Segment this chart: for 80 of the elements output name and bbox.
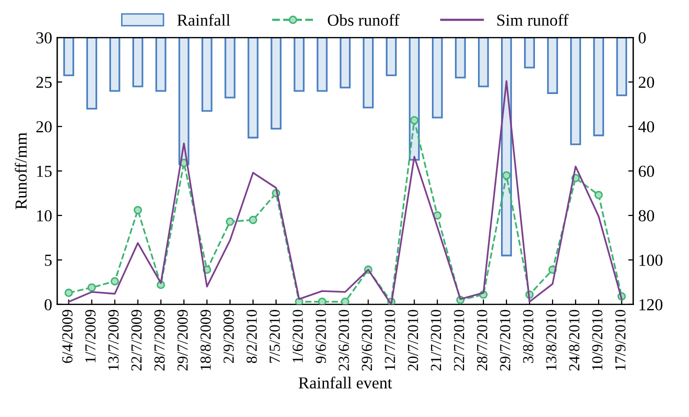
x-tick-label: 12/7/2010 (384, 310, 396, 370)
x-tick-label: 21/7/2010 (430, 310, 442, 371)
bar (432, 38, 443, 118)
bar (362, 38, 374, 108)
x-tick-label: 10/9/2010 (592, 310, 602, 370)
bar (570, 38, 582, 146)
x-tick-label: 24/8/2010 (569, 310, 580, 371)
point (110, 277, 119, 286)
bar (316, 38, 328, 92)
x-tick-label: 13/7/2009 (108, 310, 119, 370)
x-tick-label: 23/6/2010 (338, 310, 350, 371)
y-tick-label: 25 (36, 76, 52, 88)
bar (616, 38, 628, 96)
bar (178, 38, 190, 166)
x-tick-label: 22/7/2009 (131, 310, 142, 371)
legend-label: Sim runoff (497, 14, 569, 26)
x-tick-label: 9/6/2010 (316, 310, 326, 364)
bar (478, 38, 489, 88)
y-tick-label: 5 (44, 254, 52, 266)
x-tick-label: 18/8/2009 (200, 310, 211, 370)
bar (63, 38, 74, 76)
point (88, 283, 96, 292)
bar (86, 38, 98, 110)
bar (132, 38, 144, 88)
x-tick-label: 1/6/2010 (292, 310, 303, 362)
bar (524, 38, 535, 68)
point (594, 190, 603, 200)
y2-tick-label: 0 (638, 32, 646, 44)
y2-tick-label: 60 (638, 166, 654, 177)
x-tick-label: 29/7/2009 (177, 310, 188, 371)
y-tick-label: 15 (37, 166, 52, 177)
x-tick-label: 8/2/2010 (246, 310, 257, 364)
bar (248, 38, 258, 138)
x-tick-label: 3/8/2010 (523, 310, 534, 363)
x-axis-title: Rainfall event (298, 376, 392, 389)
bar (408, 38, 420, 161)
bar (593, 38, 604, 136)
point (410, 116, 418, 124)
x-tick-label: 20/7/2010 (408, 310, 418, 371)
point (226, 218, 234, 226)
legend-label: Rainfall (177, 14, 230, 26)
bar (340, 38, 351, 88)
bar (224, 38, 236, 98)
x-tick-label: 6/4/2009 (62, 310, 73, 363)
point (502, 171, 511, 180)
x-tick-label: 28/7/2009 (154, 310, 165, 371)
bar (294, 38, 305, 92)
x-tick-label: 2/9/2009 (224, 310, 234, 363)
legend-label: Obs runoff (328, 14, 400, 26)
y-axis-title: Runoff/mm (14, 132, 27, 210)
y2-tick-label: 100 (640, 254, 662, 266)
point (248, 216, 258, 224)
bar (547, 38, 558, 94)
point (64, 288, 73, 298)
x-tick-label: 22/7/2010 (454, 310, 464, 371)
x-tick-label: 1/7/2009 (85, 310, 96, 362)
bar (109, 38, 120, 92)
y-tick-label: 20 (36, 121, 52, 132)
x-tick-label: 17/9/2010 (615, 310, 626, 370)
x-tick-label: 13/8/2010 (546, 310, 556, 370)
point (134, 206, 142, 214)
point (318, 298, 326, 304)
x-tick-label: 28/7/2010 (476, 310, 488, 371)
bar (454, 38, 466, 78)
y-tick-label: 10 (37, 210, 52, 222)
bar (270, 38, 282, 130)
y2-tick-label: 20 (638, 76, 654, 88)
y-tick-label: 30 (36, 32, 52, 44)
bar (386, 38, 397, 76)
bar (202, 38, 212, 112)
y2-tick-label: 40 (638, 121, 654, 132)
bar (155, 38, 166, 92)
y2-tick-label: 120 (640, 299, 662, 310)
point (341, 298, 350, 304)
x-tick-label: 29/7/2010 (500, 310, 510, 371)
x-tick-label: 29/6/2010 (362, 310, 372, 371)
y-tick-label: 0 (44, 299, 52, 310)
x-tick-label: 7/5/2010 (270, 310, 280, 363)
y2-tick-label: 80 (638, 210, 654, 222)
point (433, 211, 442, 220)
